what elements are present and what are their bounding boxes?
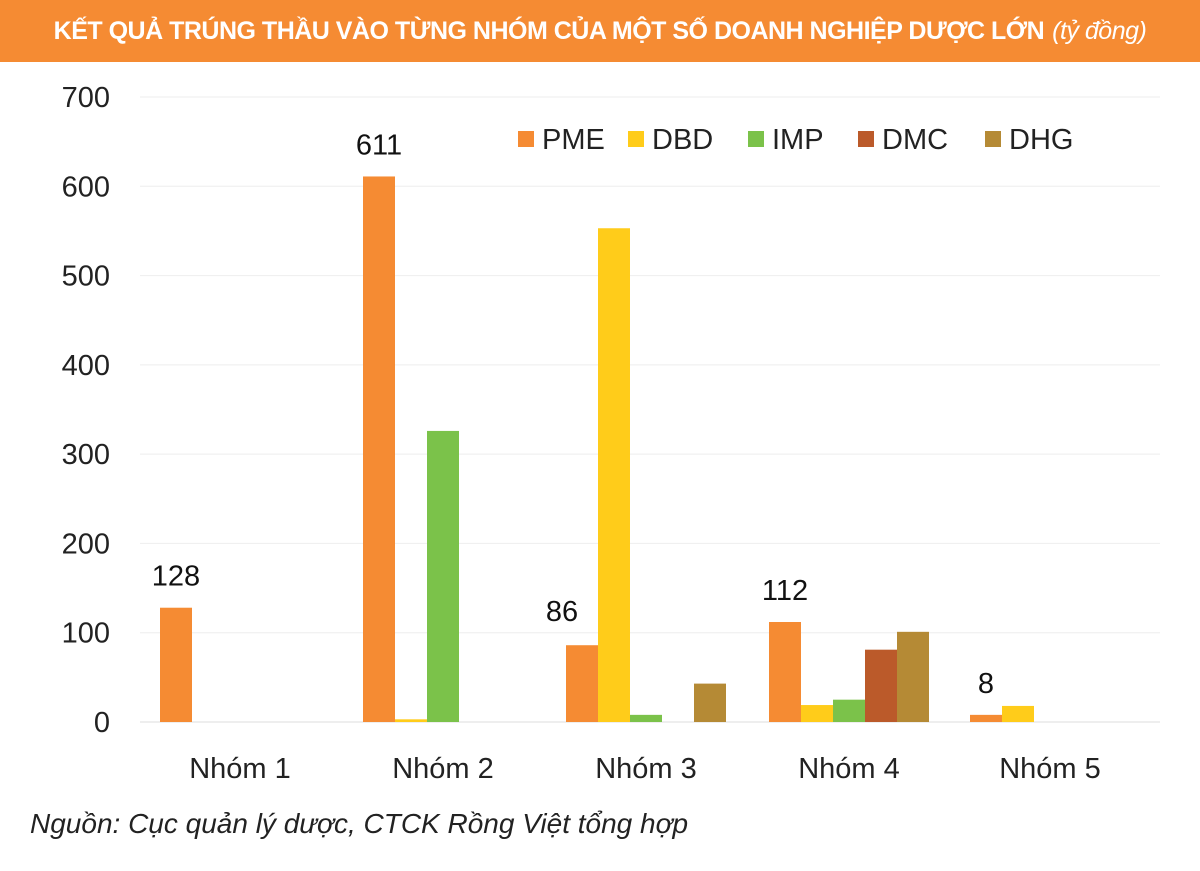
bar-dhg bbox=[897, 631, 929, 722]
bar-pme bbox=[769, 622, 801, 722]
legend-swatch bbox=[628, 131, 644, 147]
legend-label: PME bbox=[542, 124, 605, 156]
source-note: Nguồn: Cục quản lý dược, CTCK Rồng Việt … bbox=[30, 808, 689, 839]
bar-pme bbox=[566, 645, 598, 722]
legend-swatch bbox=[985, 131, 1001, 147]
y-tick-label: 300 bbox=[62, 439, 110, 471]
bar-imp bbox=[630, 714, 662, 722]
title-text: KẾT QUẢ TRÚNG THẦU VÀO TỪNG NHÓM CỦA MỘT… bbox=[53, 16, 1045, 45]
y-tick-label: 400 bbox=[62, 350, 110, 382]
y-tick-label: 700 bbox=[62, 82, 110, 114]
y-tick-label: 100 bbox=[62, 618, 110, 650]
data-label: 8 bbox=[978, 668, 994, 700]
bar-imp bbox=[427, 430, 459, 722]
title-unit: (tỷ đồng) bbox=[1052, 16, 1147, 45]
data-label: 112 bbox=[762, 575, 808, 607]
y-tick-label: 200 bbox=[62, 528, 110, 560]
bar-dbd bbox=[598, 228, 630, 722]
data-label: 86 bbox=[546, 596, 578, 628]
legend-label: DHG bbox=[1009, 124, 1073, 156]
legend-swatch bbox=[748, 131, 764, 147]
y-tick-label: 600 bbox=[62, 171, 110, 203]
x-tick-label: Nhóm 2 bbox=[392, 753, 494, 785]
x-tick-label: Nhóm 5 bbox=[999, 753, 1101, 785]
bar-dbd bbox=[1002, 705, 1034, 722]
legend-swatch bbox=[518, 131, 534, 147]
bar-pme bbox=[363, 176, 395, 722]
bar-pme bbox=[970, 714, 1002, 722]
bar-pme bbox=[160, 607, 192, 722]
legend-swatch bbox=[858, 131, 874, 147]
bar-dmc bbox=[865, 649, 897, 722]
bar-dhg bbox=[694, 683, 726, 722]
bar-dbd bbox=[395, 719, 427, 722]
chart-title: KẾT QUẢ TRÚNG THẦU VÀO TỪNG NHÓM CỦA MỘT… bbox=[0, 0, 1200, 62]
x-tick-label: Nhóm 4 bbox=[798, 753, 900, 785]
legend-label: IMP bbox=[772, 124, 824, 156]
data-label: 611 bbox=[356, 129, 402, 161]
y-tick-label: 500 bbox=[62, 261, 110, 293]
data-label: 128 bbox=[152, 561, 200, 593]
bar-dbd bbox=[801, 705, 833, 722]
legend-label: DMC bbox=[882, 124, 948, 156]
bar-imp bbox=[833, 699, 865, 722]
y-tick-label: 0 bbox=[94, 707, 110, 739]
x-tick-label: Nhóm 1 bbox=[189, 753, 291, 785]
x-tick-label: Nhóm 3 bbox=[595, 753, 697, 785]
legend-label: DBD bbox=[652, 124, 713, 156]
